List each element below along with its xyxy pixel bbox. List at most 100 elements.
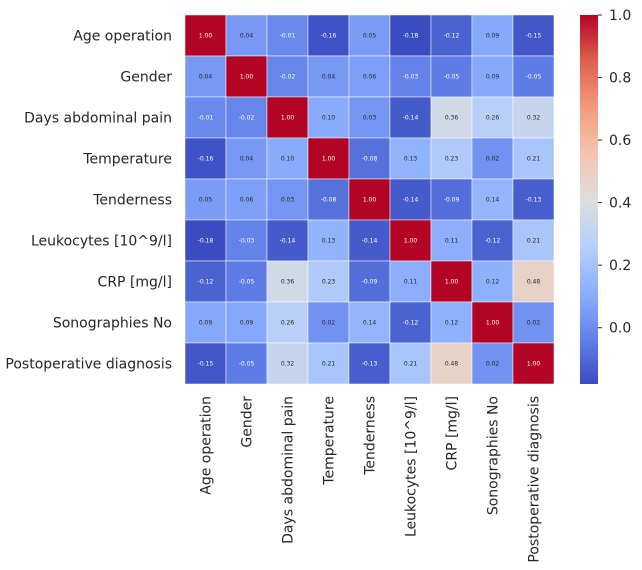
heatmap-cell xyxy=(389,301,432,344)
cell-value-label: 0.10 xyxy=(281,156,295,163)
cell-value-label: 0.14 xyxy=(486,197,500,204)
cell-value-label: 0.12 xyxy=(445,320,459,327)
cell-value-label: 1.00 xyxy=(322,156,336,163)
cell-value-label: -0.13 xyxy=(526,197,542,204)
heatmap-cell xyxy=(266,96,309,139)
row-tick-label: Tenderness xyxy=(92,193,172,209)
heatmap-cell xyxy=(512,137,555,180)
heatmap-cell xyxy=(430,96,473,139)
cell-value-label: 0.04 xyxy=(322,74,336,81)
cell-value-label: -0.14 xyxy=(403,115,419,122)
colorbar-gradient xyxy=(580,15,598,384)
cell-value-label: 0.05 xyxy=(199,197,213,204)
cell-value-label: -0.05 xyxy=(239,279,255,286)
cell-value-label: 0.23 xyxy=(445,156,459,163)
heatmap-cell xyxy=(266,342,309,385)
cell-value-label: 1.00 xyxy=(281,115,295,122)
cell-value-label: 0.09 xyxy=(199,320,213,327)
heatmap-cell xyxy=(512,55,555,98)
colorbar-tick-label: 0.6 xyxy=(609,133,631,149)
heatmap-cell xyxy=(225,14,268,57)
heatmap-column-labels: Age operation Gender Days abdominal pain Te… xyxy=(199,396,543,563)
cell-value-label: -0.08 xyxy=(362,156,378,163)
heatmap-cell xyxy=(225,178,268,221)
cell-value-label: 0.09 xyxy=(486,74,500,81)
cell-value-label: -0.12 xyxy=(198,279,214,286)
heatmap-cell xyxy=(184,14,227,57)
cell-value-label: 0.03 xyxy=(363,115,377,122)
cell-value-label: 0.32 xyxy=(527,115,541,122)
cell-value-label: -0.14 xyxy=(280,238,296,245)
heatmap-cells xyxy=(184,14,555,385)
row-tick-label: Gender xyxy=(120,70,172,86)
cell-value-label: 0.05 xyxy=(363,33,377,40)
heatmap-cell xyxy=(225,137,268,180)
colorbar-tick-label: 1.0 xyxy=(609,8,631,24)
cell-value-label: -0.16 xyxy=(321,33,337,40)
column-tick-label: Sonographies No xyxy=(486,396,502,515)
heatmap-cell xyxy=(348,55,391,98)
cell-value-label: -0.15 xyxy=(198,361,214,368)
heatmap-cell xyxy=(225,96,268,139)
heatmap-cell xyxy=(512,301,555,344)
column-tick-label: Temperature xyxy=(322,396,338,486)
colorbar-tick-label: 0.2 xyxy=(609,258,631,274)
heatmap-cell xyxy=(389,342,432,385)
colorbar: 0.0 0.2 0.4 0.6 0.8 1.0 xyxy=(580,8,631,384)
cell-value-label: -0.18 xyxy=(403,33,419,40)
row-tick-label: Temperature xyxy=(82,152,172,168)
cell-value-label: -0.01 xyxy=(198,115,214,122)
cell-value-label: 0.02 xyxy=(486,361,500,368)
colorbar-tick-label: 0.4 xyxy=(609,196,631,212)
cell-value-label: -0.02 xyxy=(280,74,296,81)
cell-value-label: -0.12 xyxy=(403,320,419,327)
cell-value-label: 1.00 xyxy=(527,361,541,368)
heatmap-cell xyxy=(184,55,227,98)
heatmap-cell xyxy=(512,342,555,385)
column-tick-label: Days abdominal pain xyxy=(281,396,297,544)
heatmap-cell xyxy=(430,301,473,344)
cell-value-label: 0.12 xyxy=(486,279,500,286)
column-tick-label: Tenderness xyxy=(363,396,379,476)
colorbar-tick-label: 0.8 xyxy=(609,71,631,87)
heatmap-cell-values: 1.00 0.04 -0.01 -0.16 0.05 -0.18 -0.12 0.09 -0.1… xyxy=(198,33,542,368)
heatmap-cell xyxy=(266,178,309,221)
cell-value-label: 0.09 xyxy=(240,320,254,327)
heatmap-cell xyxy=(471,219,514,262)
heatmap-cell xyxy=(512,96,555,139)
heatmap-cell xyxy=(307,178,350,221)
cell-value-label: 0.26 xyxy=(486,115,500,122)
row-tick-label: Age operation xyxy=(73,29,172,45)
cell-value-label: 0.10 xyxy=(322,115,336,122)
cell-value-label: 0.11 xyxy=(404,279,418,286)
cell-value-label: 1.00 xyxy=(404,238,418,245)
heatmap-cell xyxy=(307,219,350,262)
heatmap-cell xyxy=(307,301,350,344)
heatmap-cell xyxy=(184,137,227,180)
cell-value-label: 1.00 xyxy=(486,320,500,327)
heatmap-cell xyxy=(184,219,227,262)
cell-value-label: 0.04 xyxy=(240,156,254,163)
cell-value-label: 0.02 xyxy=(527,320,541,327)
cell-value-label: -0.02 xyxy=(239,115,255,122)
heatmap-cell xyxy=(266,219,309,262)
cell-value-label: 0.06 xyxy=(363,74,377,81)
cell-value-label: 0.21 xyxy=(404,361,418,368)
cell-value-label: 0.14 xyxy=(363,320,377,327)
cell-value-label: 0.13 xyxy=(404,156,418,163)
cell-value-label: -0.05 xyxy=(444,74,460,81)
row-tick-label: CRP [mg/l] xyxy=(98,275,172,291)
heatmap-cell xyxy=(266,260,309,303)
cell-value-label: -0.03 xyxy=(239,238,255,245)
cell-value-label: 0.21 xyxy=(527,156,541,163)
heatmap-cell xyxy=(307,14,350,57)
cell-value-label: -0.05 xyxy=(239,361,255,368)
cell-value-label: -0.13 xyxy=(362,361,378,368)
heatmap-cell xyxy=(512,219,555,262)
heatmap-cell xyxy=(184,342,227,385)
heatmap-cell xyxy=(266,14,309,57)
heatmap-cell xyxy=(348,14,391,57)
heatmap-cell xyxy=(471,14,514,57)
cell-value-label: -0.12 xyxy=(444,33,460,40)
cell-value-label: 1.00 xyxy=(199,33,213,40)
